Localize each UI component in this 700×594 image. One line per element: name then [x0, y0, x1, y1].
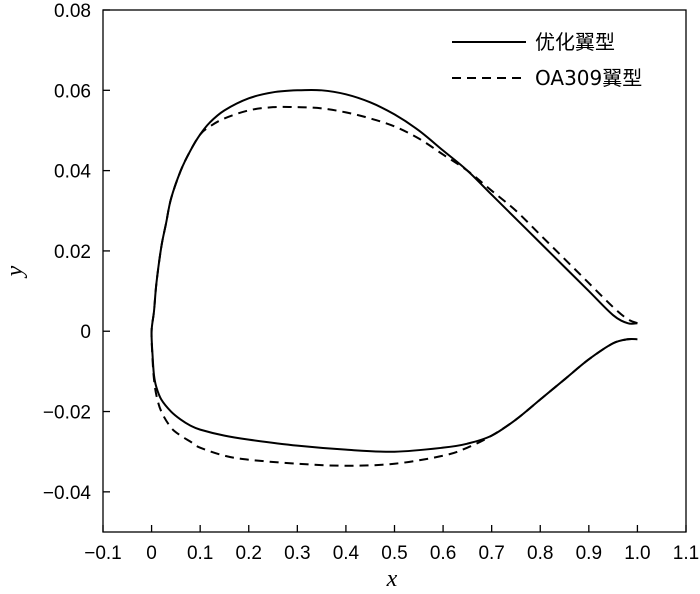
legend-label-optimized: 优化翼型 — [535, 30, 615, 54]
x-tick-label: 0.1 — [187, 543, 213, 564]
x-tick-label: 0.8 — [527, 543, 553, 564]
y-tick-label: 0.08 — [54, 1, 91, 22]
y-tick-label: 0.02 — [54, 242, 91, 263]
x-tick-label: 0.7 — [478, 543, 504, 564]
series-layer — [150, 88, 638, 467]
y-tick-label: 0 — [80, 322, 91, 343]
x-tick-label: 0.2 — [236, 543, 262, 564]
x-tick-label: 0.3 — [284, 543, 310, 564]
x-tick-label: 0.5 — [381, 543, 407, 564]
y-tick-label: −0.02 — [43, 403, 91, 424]
x-axis-label: x — [386, 566, 398, 592]
x-tick-label: 1.0 — [624, 543, 650, 564]
tick-group: −0.1 0 0.1 0.2 0.3 0.4 0.5 0.6 0.7 0.8 0.9 1.0 1.1 0.… — [43, 1, 699, 564]
x-tick-label: 0.4 — [333, 543, 360, 564]
legend: 优化翼型 OA309翼型 — [452, 30, 642, 90]
x-tick-label: −0.1 — [84, 543, 122, 564]
y-tick-label: −0.04 — [43, 483, 92, 504]
y-tick-label: 0.04 — [54, 162, 91, 183]
y-tick-label: 0.06 — [54, 81, 91, 102]
series-line-optimized — [150, 88, 638, 453]
x-tick-label: 0.6 — [430, 543, 456, 564]
x-tick-label: 0 — [146, 543, 157, 564]
series-line-oa309 — [150, 105, 638, 467]
x-tick-label: 1.1 — [673, 543, 699, 564]
legend-label-oa309: OA309翼型 — [535, 66, 642, 90]
y-axis-label: y — [2, 265, 28, 278]
x-tick-label: 0.9 — [576, 543, 602, 564]
